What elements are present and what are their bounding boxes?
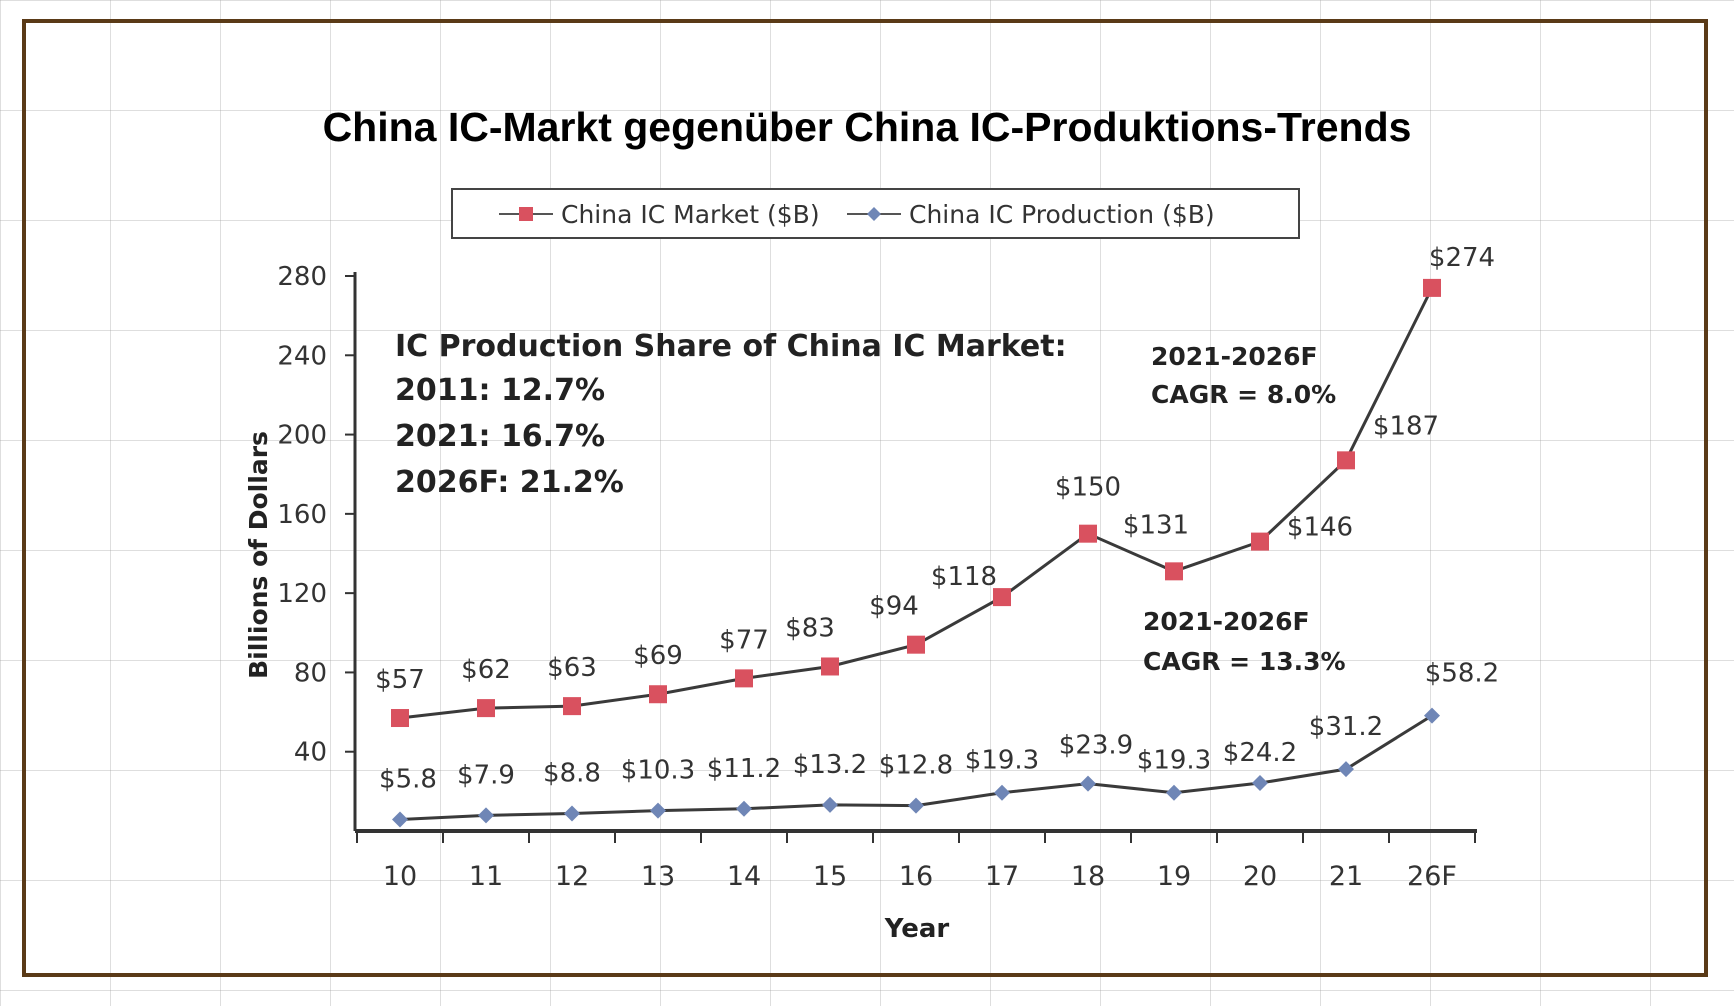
market-data-label: $118 xyxy=(931,562,997,592)
market-data-label: $131 xyxy=(1123,510,1189,540)
production-data-label: $24.2 xyxy=(1223,738,1297,768)
production-data-label: $19.3 xyxy=(965,746,1039,776)
y-tick-label: 160 xyxy=(277,500,327,530)
market-point xyxy=(391,709,409,728)
market-point xyxy=(1423,278,1441,297)
production-point xyxy=(994,784,1010,801)
production-data-label: $19.3 xyxy=(1137,746,1211,776)
page-title: China IC-Markt gegenüber China IC-Produk… xyxy=(322,104,1412,150)
production-data-label: $58.2 xyxy=(1425,659,1499,689)
y-tick-label: 240 xyxy=(277,341,327,371)
x-axis-title: Year xyxy=(884,914,950,944)
production-point xyxy=(564,805,580,822)
x-tick-label: 21 xyxy=(1329,861,1363,892)
legend-market-marker xyxy=(499,207,553,221)
production-point xyxy=(1252,775,1268,792)
market-point xyxy=(1251,532,1269,551)
legend-production-marker xyxy=(847,207,901,221)
x-tick-label: 16 xyxy=(899,861,933,892)
y-tick-label: 120 xyxy=(277,579,327,609)
x-tick-label: 12 xyxy=(555,861,589,892)
market-data-label: $57 xyxy=(375,665,425,695)
production-point xyxy=(736,800,752,817)
market-point xyxy=(1079,524,1097,543)
x-tick-label: 18 xyxy=(1071,861,1105,892)
market-data-label: $83 xyxy=(785,613,835,643)
share-annotation-line: 2011: 12.7% xyxy=(395,373,605,408)
market-data-label: $274 xyxy=(1429,243,1495,273)
market-data-label: $94 xyxy=(869,592,919,622)
share-annotation-line: 2026F: 21.2% xyxy=(395,465,624,500)
y-tick-label: 40 xyxy=(294,738,327,768)
production-point xyxy=(1338,761,1354,778)
market-point xyxy=(649,685,667,704)
y-tick-label: 280 xyxy=(277,262,327,292)
market-point xyxy=(1165,562,1183,581)
legend-production-label: China IC Production ($B) xyxy=(909,200,1215,229)
market-point xyxy=(1337,451,1355,470)
production-point xyxy=(478,807,494,824)
production-data-label: $5.8 xyxy=(379,765,437,795)
x-tick-label: 17 xyxy=(985,861,1019,892)
market-cagr-annotation: CAGR = 8.0% xyxy=(1151,380,1336,409)
market-point xyxy=(821,657,839,676)
market-point xyxy=(907,635,925,654)
market-data-label: $63 xyxy=(547,653,597,683)
market-data-label: $69 xyxy=(633,641,683,671)
y-axis-title: Billions of Dollars xyxy=(244,431,273,679)
slide-frame xyxy=(22,19,1708,977)
production-data-label: $13.2 xyxy=(793,750,867,780)
production-point xyxy=(1166,784,1182,801)
production-data-label: $11.2 xyxy=(707,754,781,784)
market-data-label: $146 xyxy=(1287,513,1353,543)
x-tick-label: 11 xyxy=(469,861,503,892)
market-point xyxy=(735,669,753,688)
market-data-label: $77 xyxy=(719,625,769,655)
x-tick-label: 20 xyxy=(1243,861,1277,892)
y-tick-label: 80 xyxy=(294,658,327,688)
production-data-label: $7.9 xyxy=(457,760,515,790)
share-annotation-title: IC Production Share of China IC Market: xyxy=(395,329,1067,364)
x-tick-label: 19 xyxy=(1157,861,1191,892)
market-data-label: $187 xyxy=(1373,411,1439,441)
x-tick-label: 26F xyxy=(1407,861,1457,892)
production-data-label: $12.8 xyxy=(879,751,953,781)
production-data-label: $10.3 xyxy=(621,756,695,786)
production-cagr-annotation: 2021-2026F xyxy=(1143,607,1310,636)
production-data-label: $23.9 xyxy=(1059,731,1133,761)
production-point xyxy=(1424,707,1440,724)
market-point xyxy=(993,588,1011,607)
x-tick-label: 14 xyxy=(727,861,761,892)
production-point xyxy=(392,811,408,828)
x-tick-label: 13 xyxy=(641,861,675,892)
market-point xyxy=(563,697,581,716)
production-point xyxy=(1080,775,1096,792)
y-tick-label: 200 xyxy=(277,421,327,451)
production-point xyxy=(822,796,838,813)
market-data-label: $150 xyxy=(1055,473,1121,503)
production-cagr-annotation: CAGR = 13.3% xyxy=(1143,647,1346,676)
legend-market-label: China IC Market ($B) xyxy=(561,200,820,229)
market-data-label: $62 xyxy=(461,655,511,685)
production-data-label: $31.2 xyxy=(1309,712,1383,742)
production-data-label: $8.8 xyxy=(543,759,601,789)
market-point xyxy=(477,699,495,718)
chart-legend: China IC Market ($B) China IC Production… xyxy=(451,188,1300,239)
share-annotation-line: 2021: 16.7% xyxy=(395,419,605,454)
market-cagr-annotation: 2021-2026F xyxy=(1151,342,1318,371)
x-tick-label: 10 xyxy=(383,861,417,892)
production-point xyxy=(908,797,924,814)
production-point xyxy=(650,802,666,819)
x-tick-label: 15 xyxy=(813,861,847,892)
